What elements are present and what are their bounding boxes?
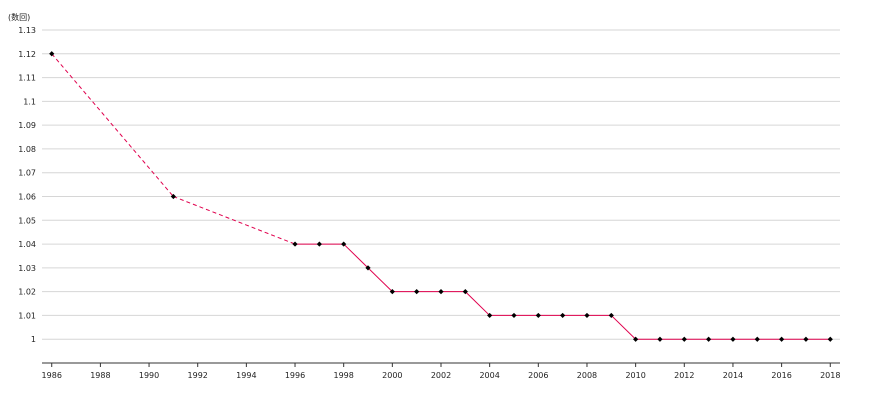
data-point	[730, 336, 736, 342]
y-tick-label: 1.04	[18, 240, 36, 249]
data-point	[779, 336, 785, 342]
data-point	[633, 336, 639, 342]
y-tick-label: 1.05	[18, 216, 36, 225]
x-tick-label: 2014	[723, 371, 743, 380]
data-point	[389, 289, 395, 295]
x-tick-label: 2016	[771, 371, 791, 380]
data-point	[706, 336, 712, 342]
y-tick-label: 1.03	[18, 264, 36, 273]
series-line-segment	[367, 267, 393, 293]
y-tick-label: 1.09	[18, 121, 36, 130]
y-tick-label: 1.07	[18, 169, 36, 178]
series-line-segment	[610, 315, 636, 340]
data-point	[170, 193, 176, 200]
series-lines	[51, 53, 831, 340]
series-line-segment	[51, 53, 174, 197]
series-line-segment	[464, 291, 491, 316]
x-tick-label: 2010	[625, 371, 645, 380]
data-point	[292, 241, 298, 247]
y-tick-label: 1.1	[23, 97, 36, 106]
data-point	[414, 289, 420, 295]
data-point	[608, 312, 614, 319]
y-tick-label: 1.13	[18, 26, 36, 35]
y-tick-label: 1	[31, 335, 36, 344]
x-tick-label: 2004	[479, 371, 499, 380]
x-tick-label: 2006	[528, 371, 548, 380]
y-axis-label: (数回)	[8, 12, 30, 22]
data-point	[681, 336, 687, 342]
x-tick-label: 2000	[382, 371, 402, 380]
grid-lines	[42, 29, 840, 340]
x-axis: 1986 1988 1990 1992 1994 1996 1998 2000 2002 2004…	[42, 362, 840, 380]
x-tick-label: 1992	[188, 371, 208, 380]
y-tick-label: 1.01	[18, 311, 36, 320]
data-point	[49, 51, 55, 57]
x-tick-label: 1998	[334, 371, 354, 380]
data-point	[657, 336, 663, 342]
x-tick-label: 2002	[431, 371, 451, 380]
x-tick-label: 2008	[577, 371, 597, 380]
data-point	[584, 312, 590, 319]
data-point	[316, 241, 322, 247]
y-tick-label: 1.12	[18, 50, 36, 59]
data-point	[560, 312, 566, 319]
data-point	[462, 289, 468, 295]
data-point	[535, 312, 541, 319]
y-tick-label: 1.02	[18, 288, 36, 297]
y-tick-label: 1.11	[18, 74, 36, 83]
series-line-segment	[343, 243, 369, 269]
data-point	[511, 312, 517, 319]
x-tick-label: 1990	[139, 371, 159, 380]
data-point	[341, 241, 347, 247]
x-tick-label: 1994	[236, 371, 256, 380]
data-point	[365, 265, 371, 271]
data-point	[487, 312, 493, 319]
series-markers	[49, 51, 833, 342]
y-tick-label: 1.06	[18, 193, 36, 202]
data-point	[803, 336, 809, 342]
x-tick-label: 1988	[90, 371, 110, 380]
x-tick-label: 2018	[820, 371, 840, 380]
x-tick-label: 2012	[674, 371, 694, 380]
data-point	[827, 336, 833, 342]
y-axis-tick-labels: 1 1.01 1.02 1.03 1.04 1.05 1.06 1.07 1.08 1.09 1.1…	[18, 26, 36, 344]
y-tick-label: 1.08	[18, 145, 36, 154]
x-tick-label: 1986	[42, 371, 62, 380]
series-line-segment	[173, 196, 296, 245]
data-point	[754, 336, 760, 342]
data-point	[438, 289, 444, 295]
x-tick-label: 1996	[285, 371, 305, 380]
